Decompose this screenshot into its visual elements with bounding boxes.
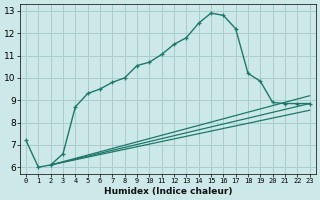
X-axis label: Humidex (Indice chaleur): Humidex (Indice chaleur) bbox=[104, 187, 232, 196]
